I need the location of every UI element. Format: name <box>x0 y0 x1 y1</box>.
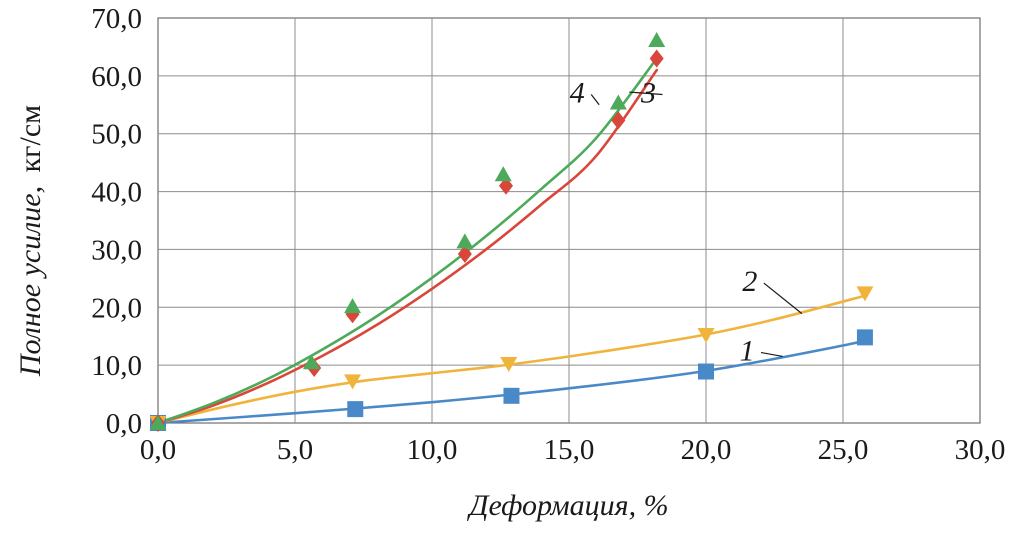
y-tick-label: 70,0 <box>91 3 142 35</box>
marker-series-1 <box>347 401 364 418</box>
marker-series-4 <box>456 233 474 249</box>
x-tick-label: 15,0 <box>544 434 595 466</box>
marker-series-3 <box>611 111 626 130</box>
x-tick-label: 10,0 <box>407 434 458 466</box>
y-tick-label: 30,0 <box>91 234 142 266</box>
y-tick-labels: 0,0 10,0 20,0 30,0 40,0 50,0 60,0 70,0 <box>91 3 142 440</box>
y-tick-label: 0,0 <box>106 408 142 440</box>
x-axis-title: Деформация, % <box>466 489 668 522</box>
fit-curve-1 <box>156 338 867 425</box>
x-tick-label: 30,0 <box>955 434 1006 466</box>
marker-series-4 <box>302 354 320 370</box>
curve-label-1: 1 <box>740 335 755 368</box>
y-axis-title: Полное усилие, кг/см <box>14 105 47 377</box>
data-markers <box>149 31 874 432</box>
marker-series-3 <box>649 49 664 68</box>
marker-series-2 <box>856 286 874 302</box>
curve-label-4: 4 <box>570 76 585 109</box>
fit-curve-3 <box>156 68 658 425</box>
x-tick-label: 25,0 <box>818 434 869 466</box>
fit-curve-2 <box>156 294 867 425</box>
marker-series-4 <box>344 298 362 314</box>
marker-series-4 <box>609 94 627 110</box>
marker-series-2 <box>344 374 362 390</box>
x-tick-label: 5,0 <box>277 434 313 466</box>
marker-series-4 <box>149 415 167 430</box>
marker-series-3 <box>457 245 472 264</box>
marker-series-1 <box>856 329 873 346</box>
y-tick-label: 60,0 <box>91 61 142 93</box>
leader-line-4 <box>590 94 600 106</box>
marker-series-1 <box>503 387 520 404</box>
y-tick-label: 40,0 <box>91 177 142 209</box>
grid <box>158 18 980 423</box>
y-axis-title-main: Полное усилие, <box>14 186 47 377</box>
y-tick-label: 20,0 <box>91 292 142 324</box>
x-tick-label: 20,0 <box>681 434 732 466</box>
curve-labels: 1 2 3 4 <box>570 76 758 367</box>
marker-series-2 <box>697 328 715 344</box>
fit-curve-4 <box>156 57 658 425</box>
y-tick-label: 50,0 <box>91 119 142 151</box>
leader-line-3 <box>629 91 663 96</box>
leader-line-1 <box>760 351 783 358</box>
marker-series-4 <box>494 166 512 182</box>
fit-curves <box>156 57 867 425</box>
leader-line-2 <box>763 282 803 315</box>
x-tick-label: 0,0 <box>140 434 176 466</box>
marker-series-4 <box>648 31 666 47</box>
marker-series-3 <box>498 176 513 195</box>
y-tick-label: 10,0 <box>91 350 142 382</box>
curve-label-2: 2 <box>742 265 757 298</box>
curve-label-leaders <box>590 91 803 358</box>
y-axis-title-unit: кг/см <box>14 105 47 173</box>
x-tick-labels: 0,0 5,0 10,0 15,0 20,0 25,0 30,0 <box>140 434 1006 466</box>
marker-series-2 <box>500 356 518 372</box>
curve-label-3: 3 <box>640 76 656 109</box>
marker-series-1 <box>698 363 714 380</box>
